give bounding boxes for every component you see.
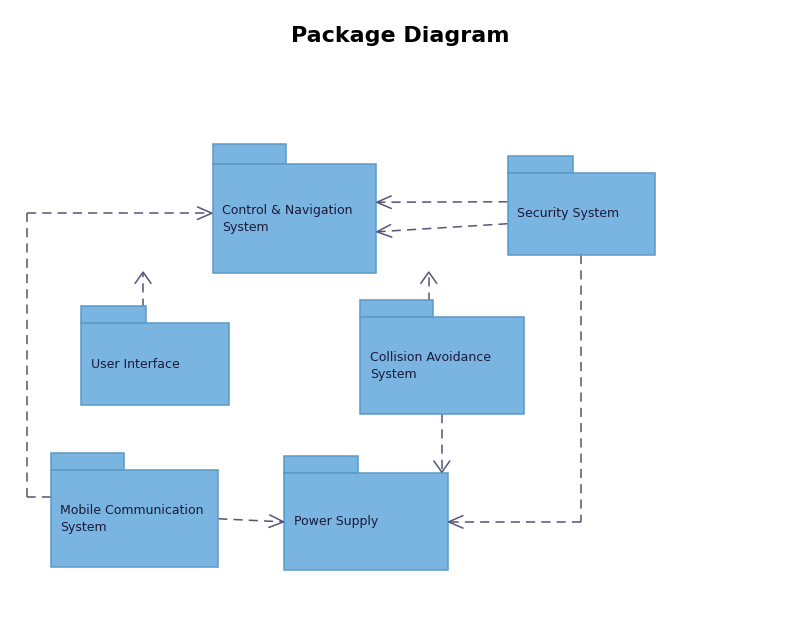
Text: Control & Navigation
System: Control & Navigation System [222,203,353,234]
Text: Security System: Security System [517,207,619,220]
Text: User Interface: User Interface [90,357,179,371]
Bar [360,300,434,317]
Text: Mobile Communication
System: Mobile Communication System [60,504,204,534]
Bar [51,453,124,470]
Text: Power Supply: Power Supply [294,516,378,528]
Bar [51,470,218,567]
Text: Package Diagram: Package Diagram [290,26,510,46]
Bar [508,156,573,173]
Bar [213,164,376,273]
Bar [213,144,286,164]
Bar [508,173,655,254]
Bar [285,456,358,474]
Text: Collision Avoidance
System: Collision Avoidance System [370,350,490,381]
Bar [81,306,146,323]
Bar [285,474,448,570]
Bar [360,317,523,414]
Bar [81,323,229,404]
